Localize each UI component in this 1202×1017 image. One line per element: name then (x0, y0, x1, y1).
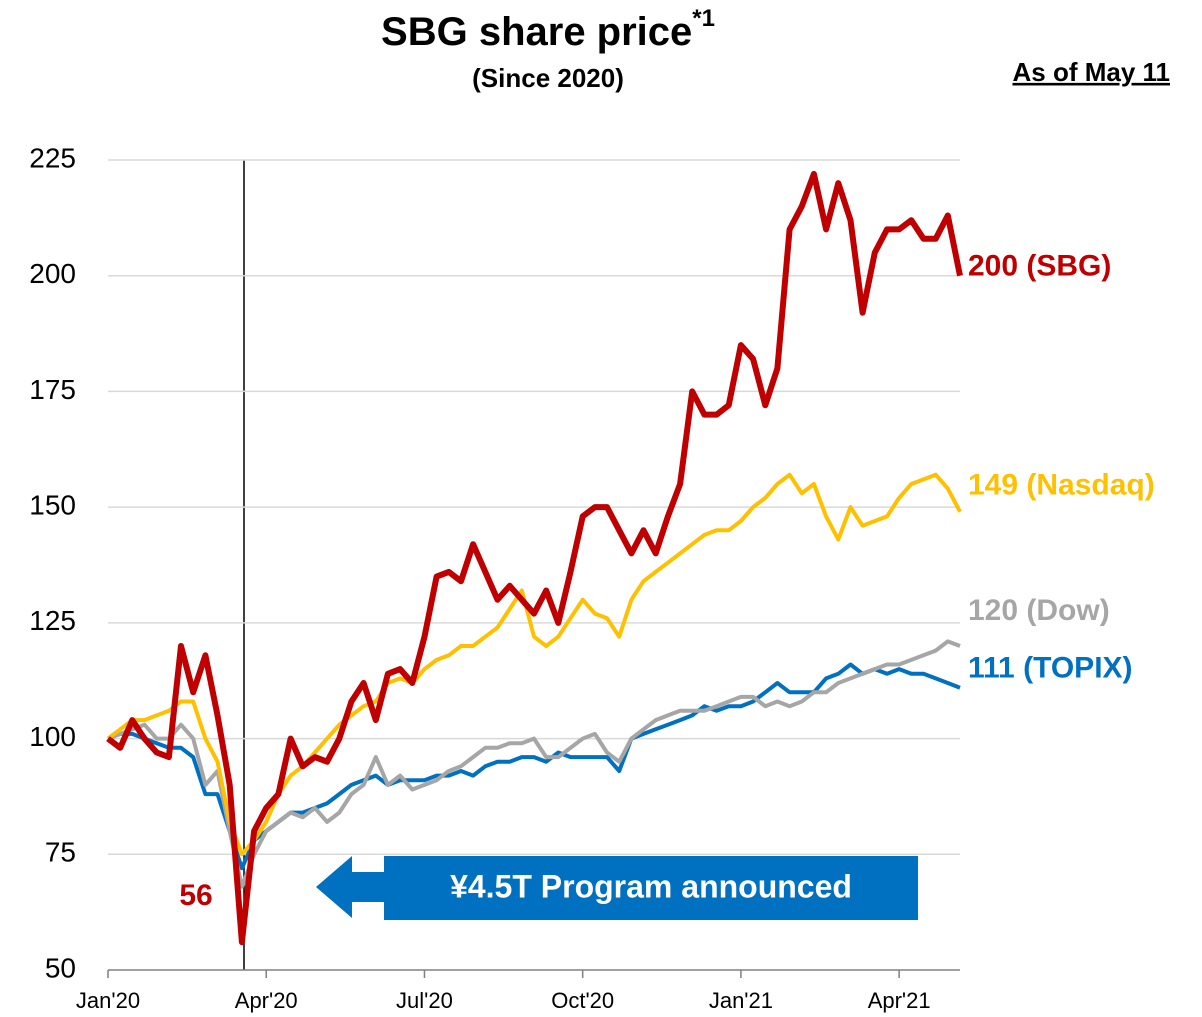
end-label: 200 (SBG) (968, 250, 1111, 283)
x-tick-label: Jul'20 (396, 988, 453, 1013)
end-label: 111 (TOPIX) (968, 652, 1133, 685)
title-note: *1 (692, 5, 715, 32)
chart-subtitle: (Since 2020) (472, 63, 624, 93)
x-tick-label: Jan'21 (709, 988, 773, 1013)
y-tick-label: 125 (29, 605, 76, 636)
plot: 50 75 100 125 150 175 200 225 Jan'20 Apr'20 Jul'20… (29, 142, 1154, 1012)
line (106, 472, 962, 857)
end-label: 120 (Dow) (968, 594, 1110, 627)
y-tick-label: 75 (45, 837, 76, 868)
arrow (316, 856, 384, 918)
as-of: As of May 11 (1012, 57, 1170, 87)
x-tick-label: Jan'20 (76, 988, 140, 1013)
y-tick-label: 225 (29, 142, 76, 173)
chart-title: SBG share price*1 (381, 5, 715, 53)
y-tick-label: 100 (29, 721, 76, 752)
x-tick-label: Oct'20 (551, 988, 614, 1013)
x-tick-label: Apr'20 (235, 988, 298, 1013)
y-tick-label: 50 (45, 952, 76, 983)
line (106, 170, 963, 946)
y-tick-label: 200 (29, 258, 76, 289)
y-tick-label: 175 (29, 374, 76, 405)
event-box (384, 856, 918, 920)
low-label: 56 (179, 879, 212, 912)
end-label: 149 (Nasdaq) (968, 469, 1155, 502)
event-label: ¥4.5T Program announced (450, 868, 852, 904)
title-text: SBG share price (381, 10, 692, 54)
x-tick-label: Apr'21 (868, 988, 931, 1013)
y-tick-label: 150 (29, 490, 76, 521)
